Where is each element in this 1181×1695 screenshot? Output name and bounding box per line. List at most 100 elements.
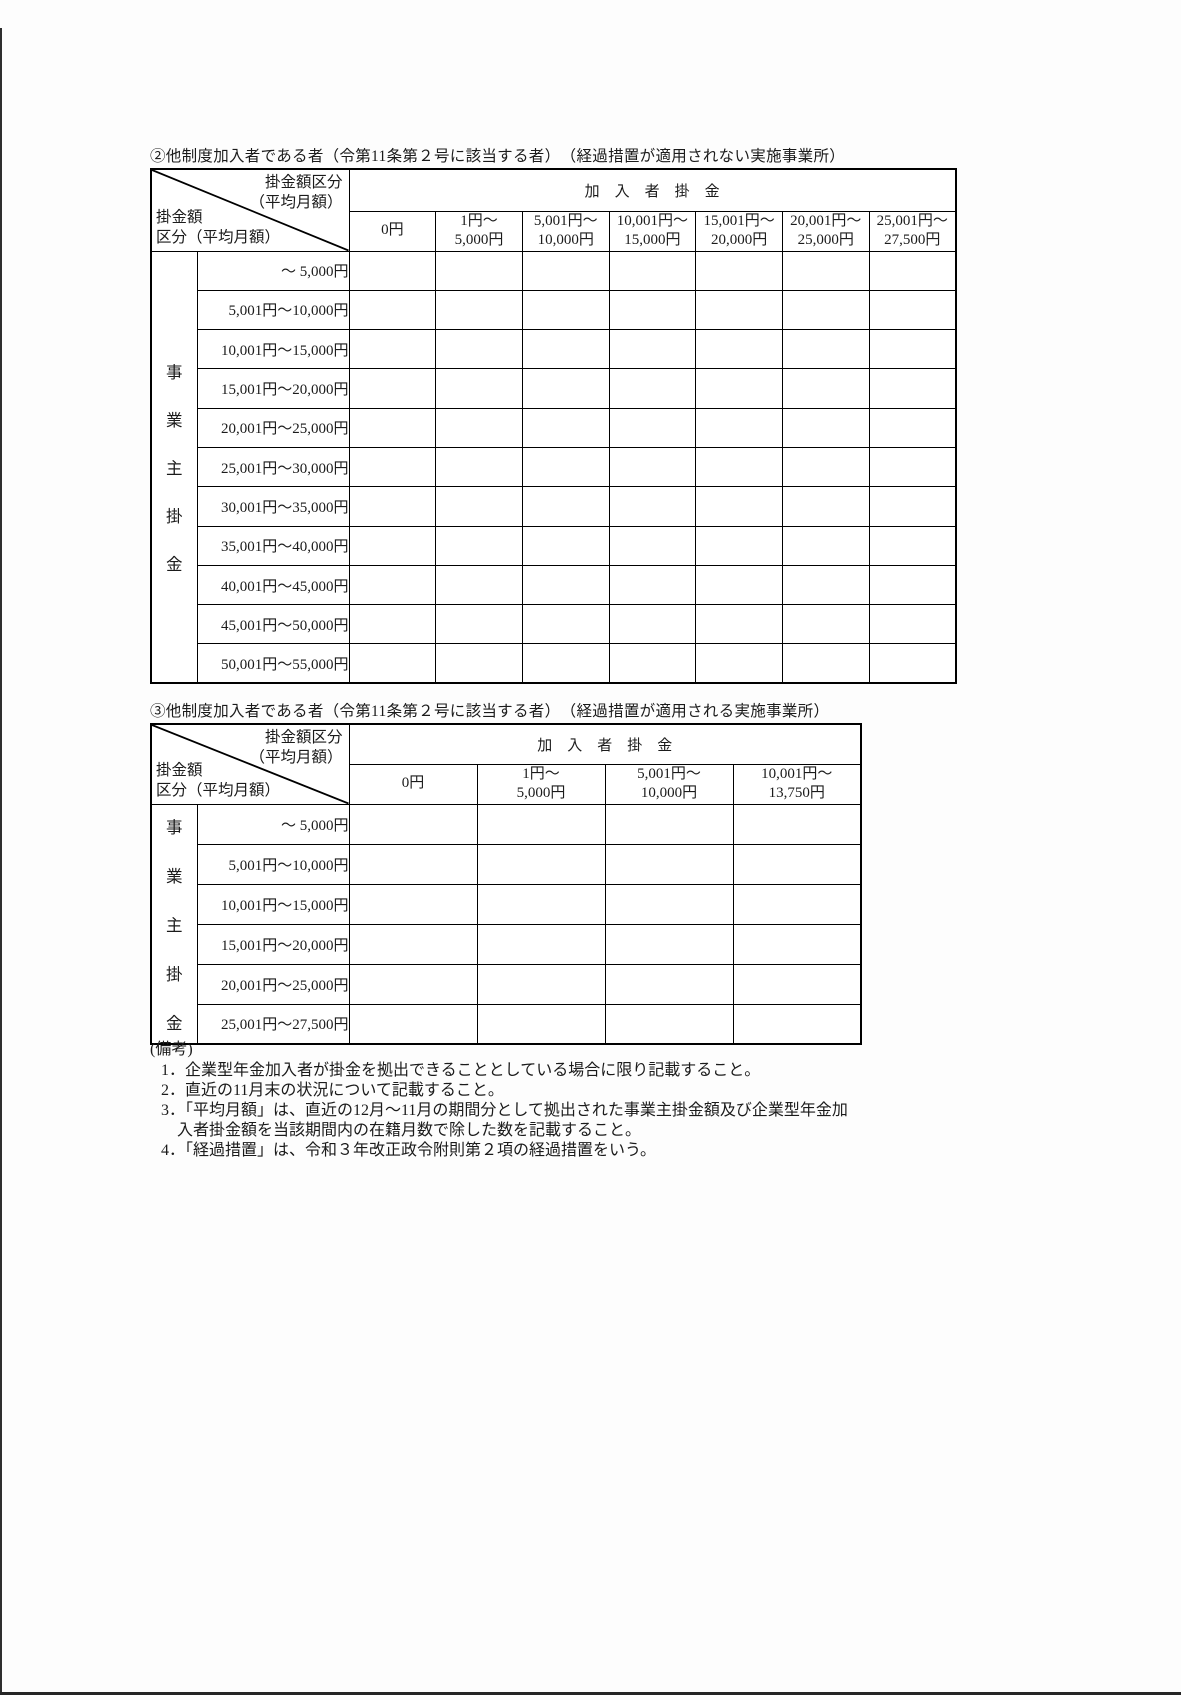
empty-data-cell — [348, 883, 478, 925]
empty-data-cell — [521, 564, 610, 606]
row-header: 40,001円～45,000円 — [196, 564, 350, 606]
row-header: 15,001円～20,000円 — [196, 368, 350, 409]
empty-data-cell — [608, 525, 697, 566]
column-header: 20,001円～ 25,000円 — [781, 210, 870, 252]
table-row: 20,001円～25,000円 — [151, 407, 957, 448]
empty-data-cell — [781, 407, 870, 448]
diagonal-divider-line — [152, 725, 349, 804]
empty-data-cell — [695, 250, 783, 291]
empty-data-cell — [521, 525, 610, 566]
empty-data-cell — [781, 446, 870, 488]
empty-data-cell — [521, 250, 610, 291]
row-header: 10,001円～15,000円 — [196, 883, 350, 925]
empty-data-cell — [435, 446, 523, 488]
note-item-2: 2．直近の11月末の状況について記載すること。 — [161, 1082, 504, 1099]
column-header: 1円～ 5,000円 — [476, 763, 606, 805]
note-item-4: 4．「経過措置」は、令和３年改正政令附則第２項の経過措置をいう。 — [161, 1142, 657, 1159]
empty-data-cell — [781, 643, 870, 684]
row-header: 20,001円～25,000円 — [196, 407, 350, 448]
empty-data-cell — [608, 486, 697, 527]
row-header: 25,001円～30,000円 — [196, 446, 350, 488]
empty-data-cell — [348, 963, 478, 1005]
empty-data-cell — [868, 368, 957, 409]
empty-data-cell — [695, 564, 783, 606]
empty-data-cell — [868, 643, 957, 684]
empty-data-cell — [781, 289, 870, 331]
empty-data-cell — [476, 1003, 606, 1045]
empty-data-cell — [348, 923, 478, 965]
empty-data-cell — [348, 525, 437, 566]
scan-edge-artifact-bottom — [0, 1692, 1181, 1695]
empty-data-cell — [868, 329, 957, 370]
empty-data-cell — [348, 643, 437, 684]
row-header: 30,001円～35,000円 — [196, 486, 350, 527]
corner-label-row-axis: 掛金額 区分（平均月額） — [156, 761, 281, 800]
table-row: 50,001円～55,000円 — [151, 643, 957, 684]
empty-data-cell — [435, 564, 523, 606]
empty-data-cell — [435, 643, 523, 684]
empty-data-cell — [695, 604, 783, 645]
empty-data-cell — [732, 843, 862, 885]
table-block-no-transitional-measure: ②他制度加入者である者（令第11条第２号に該当する者） （経過措置が適用されない… — [150, 146, 957, 685]
empty-data-cell — [348, 564, 437, 606]
empty-data-cell — [781, 329, 870, 370]
empty-data-cell — [348, 1003, 478, 1045]
row-header: 35,001円～40,000円 — [196, 525, 350, 566]
table-row: 25,001円～30,000円 — [151, 446, 957, 488]
empty-data-cell — [608, 368, 697, 409]
empty-data-cell — [868, 564, 957, 606]
column-header: 1円～ 5,000円 — [435, 210, 523, 252]
empty-data-cell — [695, 446, 783, 488]
empty-data-cell — [348, 803, 478, 845]
empty-data-cell — [435, 486, 523, 527]
empty-data-cell — [604, 843, 734, 885]
empty-data-cell — [476, 843, 606, 885]
row-header: 15,001円～20,000円 — [196, 923, 350, 965]
empty-data-cell — [348, 289, 437, 331]
empty-data-cell — [695, 368, 783, 409]
column-header: 5,001円～ 10,000円 — [604, 763, 734, 805]
table-row: 35,001円～40,000円 — [151, 525, 957, 566]
empty-data-cell — [868, 407, 957, 448]
scan-edge-artifact-left — [0, 28, 2, 1695]
row-header: 10,001円～15,000円 — [196, 329, 350, 370]
empty-data-cell — [348, 486, 437, 527]
table-row: 10,001円～15,000円 — [151, 329, 957, 370]
empty-data-cell — [608, 407, 697, 448]
corner-diagonal-header: 掛金額区分 （平均月額） 掛金額 区分（平均月額） — [150, 168, 350, 252]
row-header: 5,001円～10,000円 — [196, 289, 350, 331]
empty-data-cell — [521, 604, 610, 645]
row-header: 45,001円～50,000円 — [196, 604, 350, 645]
table-row: 事業主掛金 ～ 5,000円 — [150, 803, 862, 1045]
empty-data-cell — [521, 407, 610, 448]
corner-label-column-axis: 掛金額区分 （平均月額） — [249, 729, 343, 767]
corner-label-row-axis: 掛金額 区分（平均月額） — [156, 208, 281, 247]
contribution-table-with-transitional-measure: 掛金額区分 （平均月額） 掛金額 区分（平均月額）加 入 者 掛 金 0円 1円～ 5… — [150, 723, 862, 1045]
empty-data-cell — [608, 643, 697, 684]
empty-data-cell — [608, 446, 697, 488]
table-row: 30,001円～35,000円 — [151, 486, 957, 527]
row-header: ～ 5,000円 — [196, 803, 350, 845]
empty-data-cell — [781, 604, 870, 645]
empty-data-cell — [781, 525, 870, 566]
table-row: 45,001円～50,000円 — [151, 604, 957, 645]
corner-diagonal-header: 掛金額区分 （平均月額） 掛金額 区分（平均月額） — [150, 723, 350, 805]
table-row: 40,001円～45,000円 — [151, 564, 957, 606]
empty-data-cell — [604, 963, 734, 1005]
column-header: 0円 — [348, 210, 437, 252]
empty-data-cell — [348, 250, 437, 291]
table-row: 5,001円～10,000円 — [151, 843, 862, 885]
empty-data-cell — [608, 564, 697, 606]
corner-label-column-axis: 掛金額区分 （平均月額） — [249, 174, 343, 212]
employer-contribution-axis-label: 事業主掛金 — [150, 803, 198, 1045]
empty-data-cell — [435, 604, 523, 645]
empty-data-cell — [781, 564, 870, 606]
empty-data-cell — [521, 446, 610, 488]
participant-contribution-header: 加 入 者 掛 金 — [348, 168, 957, 212]
empty-data-cell — [476, 963, 606, 1005]
empty-data-cell — [521, 329, 610, 370]
empty-data-cell — [695, 407, 783, 448]
empty-data-cell — [348, 843, 478, 885]
table-title: ②他制度加入者である者（令第11条第２号に該当する者） （経過措置が適用されない… — [150, 148, 846, 165]
